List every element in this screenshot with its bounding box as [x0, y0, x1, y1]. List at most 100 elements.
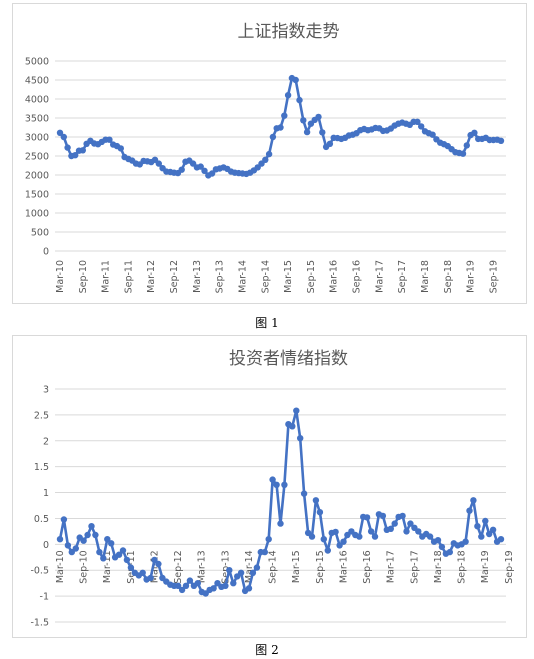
x-tick-label: Mar-15 [291, 550, 302, 583]
data-point [60, 516, 68, 523]
data-point [117, 145, 125, 152]
data-point [127, 564, 135, 571]
data-point [84, 531, 91, 539]
x-tick-label: Mar-14 [237, 260, 248, 293]
x-tick-label: Sep-12 [173, 550, 184, 583]
data-point [367, 528, 375, 535]
x-tick-label: Sep-19 [488, 260, 499, 293]
data-point [332, 528, 339, 536]
data-point [208, 170, 216, 177]
x-tick-label: Mar-13 [192, 260, 203, 293]
data-point [293, 407, 300, 414]
y-tick-label: 2.5 [34, 410, 49, 421]
data-point [446, 548, 453, 556]
y-tick-label: 1500 [25, 190, 49, 201]
data-point [72, 152, 79, 159]
data-point [497, 536, 505, 543]
data-point [277, 124, 284, 131]
y-tick-label: 2 [43, 436, 49, 447]
x-tick-label: Sep-16 [362, 550, 373, 583]
data-point [108, 540, 115, 547]
x-tick-label: Sep-14 [268, 550, 279, 583]
data-point [222, 582, 229, 589]
data-point [186, 577, 194, 584]
x-tick-label: Sep-11 [123, 260, 134, 293]
y-tick-label: 1000 [25, 209, 49, 220]
y-tick-label: 2500 [25, 152, 49, 163]
x-tick-label: Mar-10 [55, 260, 66, 293]
x-tick-label: Mar-16 [339, 550, 350, 583]
data-point [72, 545, 79, 552]
data-point [489, 526, 497, 533]
x-tick-label: Sep-17 [397, 260, 408, 293]
data-point [210, 585, 217, 592]
data-point [56, 536, 64, 543]
x-tick-label: Mar-12 [146, 260, 157, 293]
data-point [100, 555, 107, 562]
x-tick-label: Mar-11 [101, 260, 112, 293]
data-point [178, 166, 185, 173]
y-tick-label: 4500 [25, 76, 49, 87]
data-point [478, 533, 485, 540]
data-point [463, 142, 470, 149]
y-tick-label: 1 [43, 488, 49, 499]
y-tick-label: 0 [43, 540, 49, 551]
data-point [434, 537, 442, 544]
data-point [79, 147, 87, 154]
data-point [269, 133, 277, 141]
data-point [426, 533, 434, 540]
data-point [178, 586, 186, 594]
data-point [245, 585, 253, 592]
data-point [64, 542, 72, 549]
data-point [147, 574, 154, 582]
x-tick-label: Mar-17 [386, 550, 397, 583]
data-point [403, 528, 410, 535]
figure-caption-2: 图 2 [255, 643, 279, 657]
x-tick-label: Sep-13 [215, 260, 226, 293]
data-point [471, 129, 478, 136]
data-point [466, 507, 473, 514]
x-tick-label: Mar-17 [374, 260, 385, 293]
x-tick-label: Mar-10 [55, 550, 66, 583]
y-tick-label: 1.5 [34, 462, 49, 473]
data-point [273, 481, 280, 488]
y-tick-label: 0.5 [34, 514, 49, 525]
x-tick-label: Sep-18 [443, 260, 454, 293]
data-point [265, 536, 272, 543]
data-point [182, 582, 190, 589]
data-point [371, 533, 379, 540]
x-tick-label: Sep-12 [169, 260, 180, 293]
data-point [119, 547, 127, 554]
y-tick-label: 5000 [25, 57, 49, 68]
y-tick-label: 0 [43, 247, 49, 258]
y-tick-label: 3000 [25, 133, 49, 144]
chart-panel-sentiment-index: 投资者情绪指数 -1.5 -1 -0.5 0 0.5 1 1.5 2 2.5 3 Mar-10 Sep-… [12, 335, 527, 638]
x-tick-label: Mar-16 [329, 260, 340, 293]
data-point [399, 512, 406, 520]
y-tick-label: 4000 [25, 95, 49, 106]
data-point [194, 580, 201, 587]
x-tick-label: Mar-15 [283, 260, 294, 293]
data-point [106, 136, 113, 143]
data-point [201, 167, 208, 174]
y-tick-label: 3500 [25, 114, 49, 125]
y-tick-label: 500 [31, 228, 49, 239]
data-point [261, 548, 268, 556]
data-point [289, 423, 296, 430]
data-point [60, 133, 67, 141]
data-point [326, 140, 334, 147]
shanghai-index-chart: 上证指数走势 0 500 1000 1500 2000 2500 3000 3500 4000 45… [25, 22, 506, 293]
x-tick-label: Sep-10 [79, 550, 90, 583]
data-point [151, 556, 158, 564]
y-tick-label: -1 [40, 592, 49, 603]
data-point [284, 92, 292, 99]
data-point [277, 520, 284, 527]
data-point [407, 520, 414, 527]
data-point [115, 551, 123, 558]
data-point [56, 129, 64, 136]
data-point [226, 567, 233, 574]
x-tick-label: Sep-16 [352, 260, 363, 293]
data-point [391, 520, 398, 527]
data-point [265, 150, 273, 158]
data-point [414, 118, 421, 126]
